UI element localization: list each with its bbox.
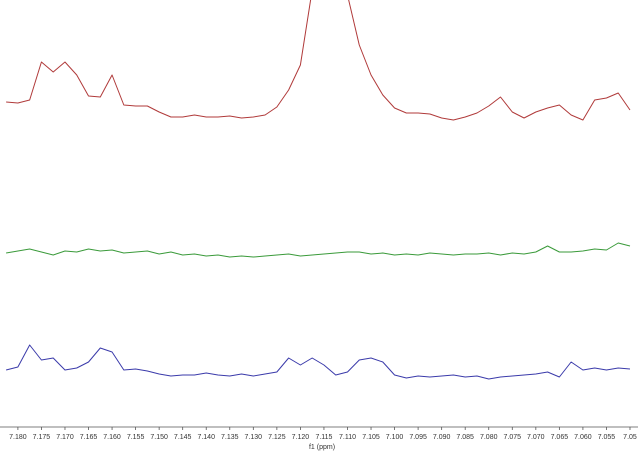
x-tick-label: 7.075 — [504, 434, 522, 441]
x-tick-label: 7.070 — [527, 434, 545, 441]
x-tick-label: 7.095 — [409, 434, 427, 441]
x-tick-label: 7.160 — [103, 434, 121, 441]
x-tick-label: 7.140 — [197, 434, 215, 441]
x-tick-label: 7.150 — [150, 434, 168, 441]
spectrum-line — [6, 242, 631, 258]
x-tick-label: 7.05 — [623, 434, 637, 441]
x-tick-label: 7.110 — [339, 434, 356, 441]
x-tick-label: 7.080 — [480, 434, 498, 441]
x-tick-label: 7.085 — [456, 434, 474, 441]
x-tick-label: 7.065 — [551, 434, 569, 441]
x-tick-label: 7.165 — [80, 434, 98, 441]
x-tick-label: 7.115 — [315, 434, 332, 441]
x-tick-label: 7.090 — [433, 434, 451, 441]
x-tick-label: 7.130 — [245, 434, 263, 441]
spectrum-line — [5, 344, 631, 380]
x-tick-label: 7.135 — [221, 434, 239, 441]
x-tick-label: 7.055 — [598, 434, 616, 441]
spectrum-line — [6, 0, 631, 121]
x-axis-title: f1 (ppm) — [309, 444, 335, 451]
x-tick-label: 7.105 — [362, 434, 380, 441]
x-tick-label: 7.170 — [56, 434, 74, 441]
x-tick-label: 7.155 — [127, 434, 145, 441]
x-tick-label: 7.180 — [9, 434, 27, 441]
x-tick-label: 7.145 — [174, 434, 192, 441]
x-tick-label: 7.175 — [33, 434, 51, 441]
x-tick-label: 7.125 — [268, 434, 286, 441]
plot-area — [5, 0, 631, 380]
x-tick-label: 7.060 — [574, 434, 592, 441]
x-tick-label: 7.120 — [292, 434, 310, 441]
x-tick-label: 7.100 — [386, 434, 404, 441]
